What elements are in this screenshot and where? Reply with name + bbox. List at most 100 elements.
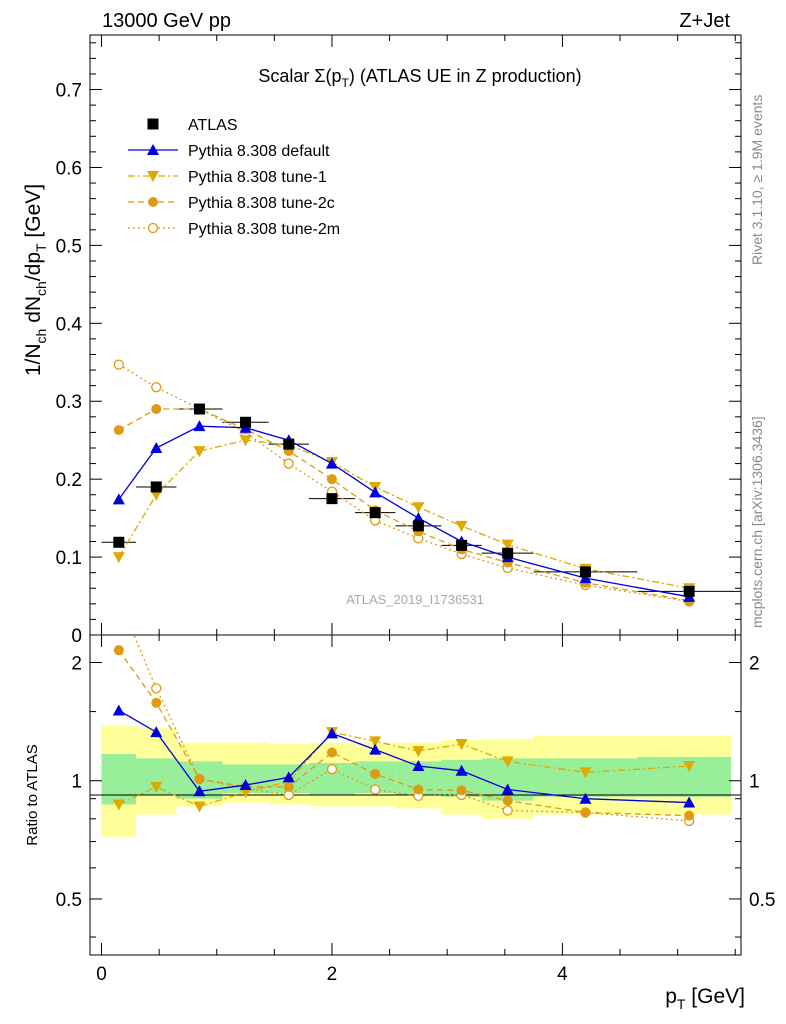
ratio-line-pythia-8-308-default <box>118 709 690 804</box>
ratio-point-pythia-8-308-tune-1 <box>455 739 468 751</box>
ratio-point-pythia-8-308-default <box>683 796 696 808</box>
main-series-layer <box>101 359 741 607</box>
x-tick-label: 2 <box>327 964 338 985</box>
ratio-point-pythia-8-308-default <box>369 743 382 755</box>
ratio-point-pythia-8-308-tune-2c <box>326 747 337 758</box>
ratio-point-pythia-8-308-tune-1 <box>150 781 163 793</box>
main-point-pythia-8-308-default <box>112 493 125 505</box>
main-point-pythia-8-308-tune-2m <box>283 458 294 469</box>
y-tick-label: 0.3 <box>56 392 82 413</box>
main-line-pythia-8-308-tune-2m <box>118 364 690 603</box>
ratio-point-pythia-8-308-tune-2m <box>114 595 123 604</box>
process-label: Z+Jet <box>679 10 730 32</box>
ratio-y-tick-label: 0.5 <box>56 890 82 911</box>
legend-marker-pythia-8-308-tune-2c <box>148 197 158 207</box>
legend-marker-pythia-8-308-tune-2m <box>147 222 159 234</box>
ratio-point-pythia-8-308-tune-1 <box>501 756 514 768</box>
x-axis-title: pT [GeV] <box>665 985 745 1012</box>
legend: ATLAS Pythia 8.308 default Pythia 8.308 tu… <box>128 117 340 238</box>
ratio-line-pythia-8-308-tune-1 <box>118 731 690 808</box>
ratio-panel-frame <box>89 634 742 956</box>
ratio-point-pythia-8-308-tune-2c <box>113 645 124 656</box>
ratio-point-pythia-8-308-default <box>193 785 206 797</box>
legend-label-pythia-8-308-tune-2m: Pythia 8.308 tune-2m <box>188 221 340 238</box>
ratio-point-pythia-8-308-tune-1 <box>369 736 382 748</box>
ratio-point-pythia-8-308-default <box>455 764 468 776</box>
ratio-point-pythia-8-308-tune-2c <box>580 807 591 818</box>
ratio-y-ticks: 0.5 0.5 1 1 2 2 <box>56 654 775 938</box>
ratio-y-tick-label: 2 <box>71 654 82 675</box>
ratio-point-pythia-8-308-default <box>412 760 425 772</box>
ratio-point-pythia-8-308-tune-2c <box>194 774 205 785</box>
main-point-pythia-8-308-tune-1 <box>150 489 163 501</box>
ratio-point-pythia-8-308-default <box>501 783 514 795</box>
atlas-data-point <box>683 585 695 597</box>
ratio-point-pythia-8-308-tune-2m <box>151 683 162 694</box>
atlas-data-point <box>283 438 295 450</box>
ratio-point-pythia-8-308-tune-1 <box>412 746 425 758</box>
atlas-data-point <box>150 481 162 493</box>
main-point-pythia-8-308-tune-1 <box>455 520 468 532</box>
inner-uncertainty-band <box>637 756 731 797</box>
legend-marker-pythia-8-308-tune-1 <box>147 171 159 182</box>
main-line-pythia-8-308-default <box>118 425 690 598</box>
ratio-point-pythia-8-308-default <box>325 727 338 739</box>
rivet-label: Rivet 3.1.10, ≥ 1.9M events <box>749 95 765 265</box>
main-point-pythia-8-308-tune-1 <box>193 446 206 458</box>
x-ticks: 0 2 4 <box>96 35 736 985</box>
legend-marker-pythia-8-308-default <box>147 144 159 155</box>
legend-marker-atlas <box>147 118 159 130</box>
y-tick-label: 0.5 <box>56 236 82 257</box>
main-point-pythia-8-308-tune-2c <box>151 404 162 415</box>
atlas-data-point <box>456 539 468 551</box>
ratio-point-pythia-8-308-tune-2c <box>684 810 695 821</box>
ratio-point-pythia-8-308-tune-2c <box>151 697 162 708</box>
legend-label-pythia-8-308-tune-1: Pythia 8.308 tune-1 <box>188 169 327 186</box>
main-line-pythia-8-308-tune-2c <box>118 408 690 602</box>
ratio-point-pythia-8-308-tune-2c <box>370 769 381 780</box>
main-title: Scalar Σ(pT) (ATLAS UE in Z production) <box>258 66 581 90</box>
y-tick-label: 0 <box>71 626 82 647</box>
main-point-pythia-8-308-tune-2c <box>326 474 337 485</box>
mcplots-label: mcplots.cern.ch [arXiv:1306.3436] <box>749 416 765 628</box>
ratio-point-pythia-8-308-tune-1 <box>193 801 206 813</box>
ratio-point-pythia-8-308-default <box>112 704 125 716</box>
atlas-data-point <box>240 416 252 428</box>
atlas-data-point <box>193 403 205 415</box>
ratio-y-axis-title: Ratio to ATLAS <box>24 744 41 845</box>
legend-label-atlas: ATLAS <box>188 117 238 134</box>
ratio-y-tick-label-right: 2 <box>749 654 760 675</box>
main-y-ticks: 0 0.1 0.2 0.3 0.4 0.5 0.6 0.7 <box>56 42 741 647</box>
x-tick-label: 4 <box>557 964 568 985</box>
ratio-point-pythia-8-308-tune-2m <box>370 784 381 795</box>
ratio-y-tick-label-right: 1 <box>749 772 760 793</box>
ratio-point-pythia-8-308-default <box>282 771 295 783</box>
ratio-panel: 0.5 0.5 1 1 2 2 0 2 4 <box>56 35 775 985</box>
atlas-data-point <box>326 493 338 505</box>
y-tick-label: 0.1 <box>56 548 82 569</box>
ratio-series-layer <box>112 595 696 827</box>
main-point-pythia-8-308-default <box>369 486 382 498</box>
ratio-point-pythia-8-308-tune-2m <box>502 805 513 816</box>
ratio-point-pythia-8-308-tune-2c <box>502 795 513 806</box>
ratio-line-pythia-8-308-tune-2c <box>118 649 690 817</box>
x-tick-label: 0 <box>96 964 107 985</box>
ratio-point-pythia-8-308-tune-2m <box>326 764 338 775</box>
ratio-point-pythia-8-308-tune-1 <box>579 767 592 779</box>
legend-label-pythia-8-308-default: Pythia 8.308 default <box>188 143 330 160</box>
ratio-point-pythia-8-308-default <box>150 726 163 738</box>
main-point-pythia-8-308-default <box>579 572 592 584</box>
ratio-point-pythia-8-308-tune-2c <box>456 785 467 796</box>
main-panel: 0 0.1 0.2 0.3 0.4 0.5 0.6 0.7 <box>56 34 742 647</box>
atlas-data-point <box>369 507 381 519</box>
ratio-line-pythia-8-308-tune-2m <box>133 635 690 822</box>
main-point-pythia-8-308-tune-1 <box>412 502 425 514</box>
ratio-point-pythia-8-308-default <box>239 779 252 791</box>
main-point-pythia-8-308-default <box>412 512 425 524</box>
main-point-pythia-8-308-tune-1 <box>112 552 125 564</box>
y-tick-label: 0.4 <box>56 314 83 335</box>
main-line-pythia-8-308-tune-1 <box>118 439 690 589</box>
y-tick-label: 0.2 <box>56 470 82 491</box>
main-point-pythia-8-308-tune-2m <box>113 359 124 370</box>
